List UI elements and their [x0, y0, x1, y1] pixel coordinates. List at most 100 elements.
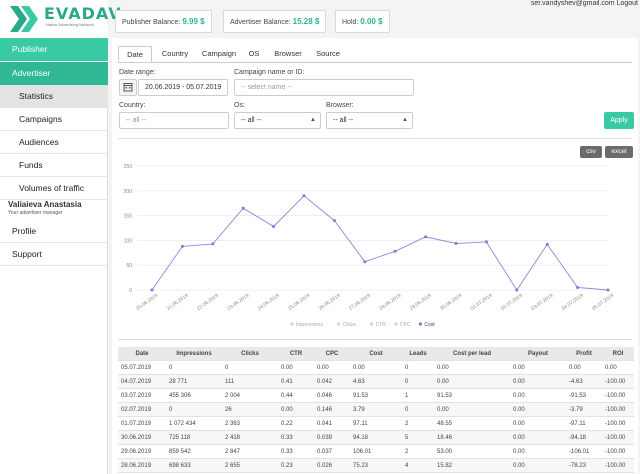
sidebar-item-profile[interactable]: Profile	[0, 220, 108, 243]
table-cell: 05.07.2019	[121, 365, 152, 371]
table-cell: 53.00	[437, 449, 453, 455]
apply-button[interactable]: Apply	[604, 112, 634, 129]
campaign-name-input[interactable]: -- select name --	[234, 79, 414, 96]
excel-button[interactable]: excel	[605, 146, 633, 158]
data-point	[272, 225, 276, 229]
os-select[interactable]: -- all -- ▲	[234, 112, 321, 129]
table-cell: 4	[405, 463, 409, 469]
browser-select[interactable]: -- all -- ▲	[326, 112, 413, 129]
data-point	[545, 242, 549, 246]
table-header-row: Date Impressions Clicks CTR CPC Cost Leads Cost…	[118, 347, 634, 361]
tab-country[interactable]: Country	[161, 49, 189, 58]
date-range-label: Date range:	[119, 69, 156, 76]
table-cell: 0	[405, 365, 409, 371]
data-point	[332, 219, 336, 223]
country-select[interactable]: -- all --	[119, 112, 229, 129]
x-tick-label: 23.06.2019	[226, 293, 250, 312]
manager-name: Valiaieva Anastasia	[8, 200, 82, 209]
table-cell: 18.46	[437, 435, 453, 441]
brand-logo[interactable]: EVADAV Native Advertising Network	[0, 0, 121, 38]
table-header-cell[interactable]: Profit	[576, 351, 592, 357]
table-header-cell[interactable]: CTR	[289, 351, 303, 357]
legend-label: Cost	[424, 322, 435, 328]
table-header-cell[interactable]: Clicks	[241, 351, 259, 357]
os-label: Os:	[234, 102, 245, 109]
table-cell: 30.06.2019	[121, 435, 152, 441]
x-tick-label: 20.06.2019	[135, 293, 159, 312]
table-header-cell[interactable]: Leads	[409, 351, 427, 357]
table-row: 28.06.2019 698 633 2 655 0.23 0.026 75.23 4 15.…	[118, 459, 634, 473]
table-cell: 0.00	[569, 365, 581, 371]
table-cell: 0.00	[513, 463, 525, 469]
table-cell: 0.037	[317, 449, 333, 455]
table-cell: 698 633	[169, 463, 191, 469]
country-label: Country:	[119, 102, 146, 109]
table-cell: 5	[405, 435, 409, 441]
table-cell: 0.00	[281, 365, 293, 371]
table-row: 30.06.2019 725 118 2 418 0.33 0.039 94.18 5 18.…	[118, 431, 634, 445]
data-point	[484, 240, 488, 244]
data-point	[211, 242, 215, 246]
table-cell: 0.00	[317, 365, 329, 371]
sidebar-item-audiences[interactable]: Audiences	[0, 131, 108, 154]
tab-browser[interactable]: Browser	[274, 49, 302, 58]
data-point	[180, 244, 184, 248]
table-cell: 2	[405, 449, 409, 455]
tab-source[interactable]: Source	[316, 49, 340, 58]
data-point	[393, 249, 397, 253]
chart-divider	[118, 339, 632, 340]
x-tick-label: 21.06.2019	[166, 293, 190, 312]
x-tick-label: 28.06.2019	[378, 293, 402, 312]
sidebar-item-funds[interactable]: Funds	[0, 154, 108, 177]
calendar-icon[interactable]	[119, 79, 137, 96]
table-header-cell[interactable]: Cost per lead	[452, 351, 491, 357]
table-header-cell[interactable]: Date	[135, 351, 149, 357]
data-point	[606, 288, 610, 292]
tab-campaign[interactable]: Campaign	[201, 49, 237, 58]
legend-marker	[290, 322, 294, 326]
date-range-input[interactable]: 20.06.2019 - 05.07.2019	[138, 79, 228, 96]
legend-label: Clicks	[343, 322, 357, 328]
table-cell: 0.026	[317, 463, 333, 469]
table-cell: -100.00	[605, 379, 626, 385]
table-cell: 02.07.2019	[121, 407, 152, 413]
table-cell: 2 004	[225, 393, 241, 399]
table-cell: -91.53	[569, 393, 587, 399]
user-menu[interactable]: ser.vandyshev@gmail.com Logout	[530, 0, 638, 7]
sidebar-item-advertiser[interactable]: Advertiser	[0, 62, 108, 85]
sidebar-item-statistics[interactable]: Statistics	[0, 85, 108, 108]
sidebar-item-campaigns[interactable]: Campaigns	[0, 108, 108, 131]
sidebar-item-support[interactable]: Support	[0, 243, 108, 266]
csv-button[interactable]: csv	[580, 146, 602, 158]
y-tick-label: 50	[126, 263, 132, 269]
table-cell: 28.06.2019	[121, 463, 152, 469]
sidebar-item-volumes-of-traffic[interactable]: Volumes of traffic	[0, 177, 108, 200]
data-point	[150, 288, 154, 292]
table-cell: 2 418	[225, 435, 241, 441]
y-tick-label: 0	[129, 288, 132, 294]
y-tick-label: 200	[124, 189, 133, 195]
table-cell: 0.00	[437, 365, 449, 371]
tab-date[interactable]: Date	[118, 46, 152, 62]
tab-os[interactable]: OS	[248, 49, 260, 58]
legend-marker	[394, 322, 398, 326]
publisher-balance: Publisher Balance: 9.99 $	[115, 10, 212, 33]
table-header-cell[interactable]: Payout	[527, 351, 548, 357]
table-header-cell[interactable]: CPC	[325, 351, 339, 357]
table-cell: 0.00	[513, 435, 525, 441]
table-cell: -100.00	[605, 435, 626, 441]
table-cell: 0.33	[281, 449, 293, 455]
table-row: 03.07.2019 455 306 2 004 0.44 0.046 91.53 1 91.…	[118, 389, 634, 403]
x-tick-label: 24.06.2019	[257, 293, 281, 312]
table-cell: -100.00	[605, 463, 626, 469]
sidebar-item-publisher[interactable]: Publisher	[0, 38, 108, 61]
legend-marker	[370, 322, 374, 326]
table-header-cell[interactable]: Impressions	[176, 351, 212, 357]
table-cell: 859 542	[169, 449, 191, 455]
table-header-cell[interactable]: ROI	[612, 351, 624, 357]
table-cell: -100.00	[605, 449, 626, 455]
table-cell: 0.23	[281, 463, 293, 469]
table-header-cell[interactable]: Cost	[369, 351, 383, 357]
table-cell: 0.00	[513, 379, 525, 385]
legend-label: CPC	[400, 322, 411, 328]
